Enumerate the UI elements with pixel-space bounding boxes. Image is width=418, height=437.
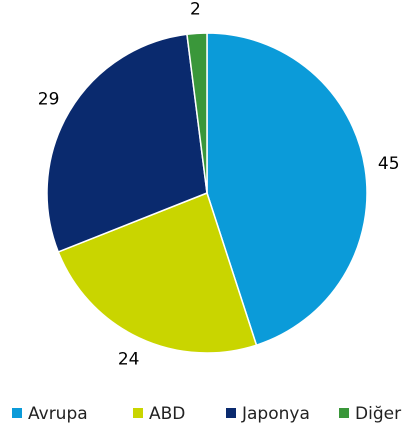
legend-label: ABD [149, 404, 185, 424]
data-label: 29 [38, 89, 60, 109]
legend-label: Avrupa [28, 404, 88, 424]
legend-label: Japonya [241, 404, 310, 424]
pie-slice [206, 32, 368, 347]
legend-label: Diğer [355, 404, 401, 424]
legend-swatch [133, 408, 143, 418]
data-label: 2 [190, 0, 201, 19]
legend-swatch [339, 408, 349, 418]
legend-swatch [226, 408, 236, 418]
pie-slice [46, 33, 208, 253]
data-label: 45 [378, 154, 400, 174]
data-label: 24 [118, 349, 140, 369]
legend-swatch [12, 408, 22, 418]
pie-slice [186, 32, 208, 194]
